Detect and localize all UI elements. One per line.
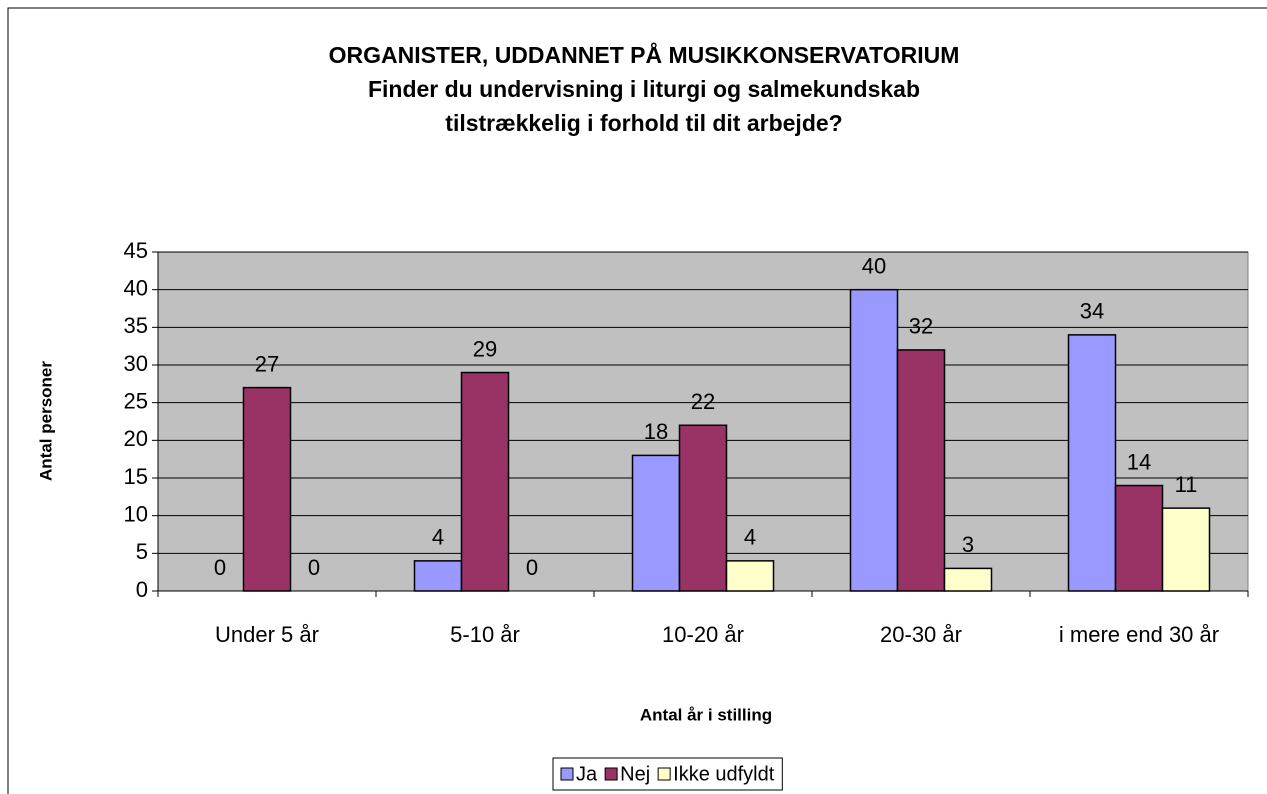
- x-axis-label: Antal år i stilling: [640, 705, 772, 724]
- legend-swatch: [560, 767, 574, 781]
- x-tick-label: i mere end 30 år: [1059, 622, 1219, 647]
- bar: [413, 560, 463, 592]
- y-tick-label: 35: [124, 313, 148, 338]
- data-label: 4: [744, 525, 756, 550]
- data-label: 27: [255, 351, 279, 376]
- data-label: 32: [909, 314, 933, 339]
- data-label: 11: [1175, 472, 1198, 497]
- legend-swatch: [604, 767, 618, 781]
- chart-title: ORGANISTER, UDDANNET PÅ MUSIKKONSERVATOR…: [329, 41, 960, 68]
- y-tick-label: 40: [124, 275, 148, 300]
- data-label: 0: [308, 555, 320, 580]
- bar: [242, 386, 292, 592]
- legend-label: Ja: [576, 763, 598, 785]
- data-label: 4: [432, 525, 444, 550]
- data-label: 0: [526, 555, 538, 580]
- x-tick-label: Under 5 år: [215, 622, 319, 647]
- chart-title: Finder du undervisning i liturgi og salm…: [368, 76, 920, 102]
- bar: [678, 424, 728, 592]
- bar: [896, 349, 946, 592]
- y-tick-label: 25: [124, 388, 148, 413]
- data-label: 0: [214, 555, 226, 580]
- y-tick-label: 5: [136, 539, 148, 564]
- data-label: 40: [862, 253, 886, 278]
- bar: [943, 567, 993, 592]
- legend-swatch: [657, 767, 671, 781]
- bar: [1161, 507, 1211, 592]
- y-tick-label: 45: [124, 238, 148, 263]
- x-tick-label: 20-30 år: [880, 622, 962, 647]
- data-label: 29: [473, 336, 497, 361]
- legend-label: Ikke udfyldt: [673, 763, 775, 785]
- x-tick-label: 5-10 år: [450, 622, 520, 647]
- bar: [725, 560, 775, 592]
- bar: [631, 454, 681, 592]
- bar: [1067, 334, 1117, 592]
- data-label: 18: [644, 419, 668, 444]
- x-tick-label: 10-20 år: [662, 622, 744, 647]
- y-tick-label: 0: [136, 577, 148, 602]
- y-axis-label: Antal personer: [36, 361, 55, 481]
- bar: [1114, 484, 1164, 592]
- data-label: 34: [1080, 299, 1104, 324]
- bar: [849, 288, 899, 592]
- bar: [460, 371, 510, 592]
- y-tick-label: 20: [124, 426, 148, 451]
- data-label: 14: [1127, 449, 1151, 474]
- y-tick-label: 15: [124, 464, 148, 489]
- data-label: 22: [691, 389, 715, 414]
- chart-title: tilstrækkelig i forhold til dit arbejde?: [445, 110, 842, 136]
- y-tick-label: 30: [124, 351, 148, 376]
- legend-label: Nej: [620, 763, 650, 785]
- y-tick-label: 10: [124, 501, 148, 526]
- data-label: 3: [962, 532, 974, 557]
